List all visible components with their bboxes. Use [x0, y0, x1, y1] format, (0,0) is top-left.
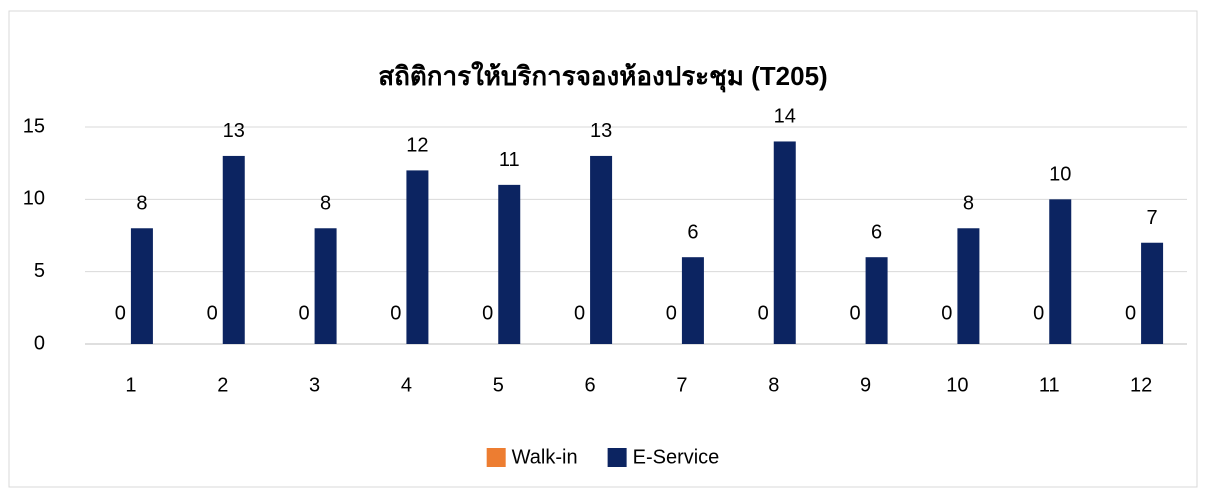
chart-title: สถิติการให้บริการจองห้องประชุม (T205)	[378, 61, 827, 93]
data-label: 0	[574, 302, 585, 324]
y-tick-label: 15	[23, 115, 45, 137]
bar	[222, 155, 245, 344]
x-tick-label: 6	[585, 374, 596, 396]
bar	[590, 155, 613, 344]
bar	[865, 257, 888, 344]
x-tick-label: 3	[309, 374, 320, 396]
x-tick-label: 1	[125, 374, 136, 396]
x-tick-label: 4	[401, 374, 412, 396]
data-label: 13	[223, 120, 245, 142]
x-tick-label: 5	[493, 374, 504, 396]
data-label: 13	[590, 120, 612, 142]
data-label: 0	[941, 302, 952, 324]
legend-swatch	[607, 448, 627, 467]
data-label: 0	[207, 302, 218, 324]
data-label: 8	[963, 193, 974, 215]
bar	[314, 228, 337, 344]
x-tick-label: 11	[1039, 374, 1060, 396]
data-label: 8	[320, 193, 331, 215]
data-label: 0	[1125, 302, 1136, 324]
bar	[406, 170, 429, 344]
x-tick-label: 7	[676, 374, 687, 396]
y-tick-label: 10	[23, 188, 45, 210]
data-label: 11	[499, 149, 520, 171]
bar	[1049, 199, 1072, 344]
x-tick-label: 8	[768, 374, 779, 396]
data-label: 0	[390, 302, 401, 324]
y-tick-label: 0	[34, 332, 45, 354]
bar	[957, 228, 980, 344]
data-label: 0	[849, 302, 860, 324]
data-label: 7	[1147, 207, 1158, 229]
bar	[773, 141, 796, 344]
x-tick-label: 12	[1130, 374, 1152, 396]
bar	[1141, 242, 1164, 344]
data-label: 6	[687, 221, 698, 243]
bar	[681, 257, 704, 344]
data-label: 12	[406, 135, 428, 157]
legend-swatch	[486, 448, 506, 467]
data-label: 6	[871, 221, 882, 243]
legend-label: Walk-in	[512, 446, 578, 468]
bar	[498, 184, 521, 344]
data-label: 14	[774, 106, 796, 128]
legend-label: E-Service	[633, 446, 720, 468]
data-label: 0	[482, 302, 493, 324]
x-tick-label: 9	[860, 374, 871, 396]
data-label: 0	[298, 302, 309, 324]
x-tick-label: 10	[946, 374, 968, 396]
data-label: 10	[1049, 164, 1071, 186]
y-tick-label: 5	[34, 260, 45, 282]
data-label: 8	[136, 193, 147, 215]
data-label: 0	[758, 302, 769, 324]
x-tick-label: 2	[217, 374, 228, 396]
data-label: 0	[115, 302, 126, 324]
data-label: 0	[1033, 302, 1044, 324]
bar	[130, 228, 153, 344]
data-label: 0	[666, 302, 677, 324]
